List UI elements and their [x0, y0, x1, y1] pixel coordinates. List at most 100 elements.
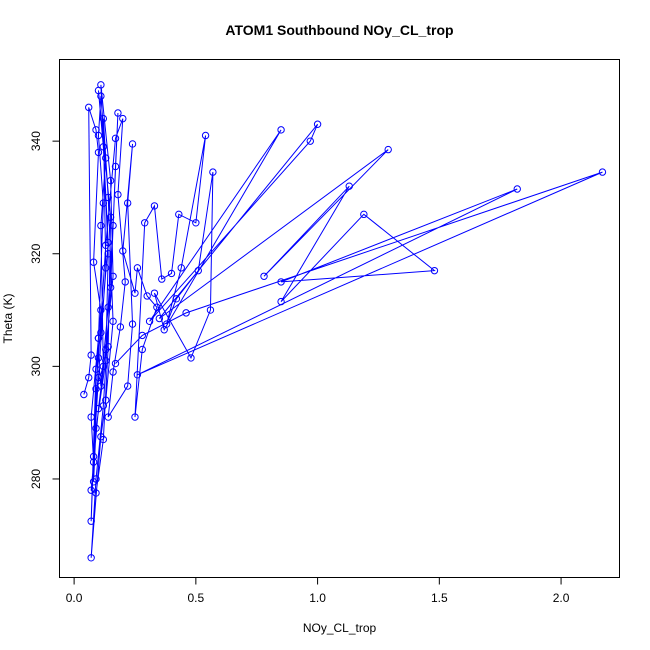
data-point-34	[99, 143, 108, 151]
data-point-61	[121, 278, 129, 286]
data-point-1	[85, 373, 93, 382]
x-axis: 0.0 0.5 1.0 1.5 2.0	[66, 577, 570, 605]
data-point-57	[102, 241, 110, 250]
data-point-41	[102, 264, 110, 272]
data-point-64	[104, 413, 112, 421]
data-point-38	[87, 517, 95, 525]
data-point-69	[119, 247, 127, 255]
data-point-6	[89, 258, 98, 266]
data-point-39	[89, 452, 98, 461]
data-point-62	[116, 323, 125, 331]
data-point-44	[109, 317, 117, 326]
y-tick-label: 340	[29, 131, 43, 151]
x-tick-label: 2.0	[553, 591, 570, 605]
data-point-60	[114, 190, 122, 199]
data-point-20	[92, 424, 100, 432]
data-point-99	[345, 182, 353, 190]
data-point-95	[313, 120, 322, 128]
data-point-32	[106, 213, 115, 221]
x-axis-label: NOy_CL_trop	[303, 621, 377, 635]
data-point-82	[201, 131, 210, 140]
data-point-58	[111, 134, 120, 143]
data-point-108	[138, 331, 146, 340]
data-point-83	[177, 264, 185, 272]
data-point-52	[114, 109, 122, 117]
data-point-50	[106, 283, 115, 292]
data-point-29	[92, 489, 100, 497]
data-point-97	[384, 145, 392, 154]
data-point-21	[102, 357, 110, 365]
data-point-86	[194, 266, 202, 275]
data-point-74	[138, 345, 146, 354]
data-point-76	[141, 219, 149, 227]
data-point-24	[106, 176, 115, 185]
y-axis-label: Theta (K)	[1, 293, 15, 343]
data-point-68	[128, 140, 137, 148]
data-point-66	[128, 320, 137, 328]
data-point-93	[145, 317, 154, 326]
x-tick-label: 1.0	[309, 591, 326, 605]
data-point-51	[111, 162, 120, 171]
data-point-103	[277, 278, 285, 286]
data-point-42	[99, 114, 108, 123]
data-point-89	[187, 354, 195, 362]
data-point-46	[97, 433, 105, 441]
data-point-104	[513, 185, 521, 193]
data-point-81	[192, 219, 200, 227]
chart-title: ATOM1 Southbound NOy_CL_trop	[225, 22, 453, 38]
data-point-17	[99, 199, 108, 207]
data-point-3	[85, 103, 93, 112]
data-point-101	[360, 210, 368, 219]
data-point-5	[94, 148, 103, 157]
data-point-33	[94, 86, 103, 95]
data-point-49	[99, 402, 108, 410]
y-axis: 280 300 320 340	[29, 131, 60, 489]
data-point-2	[87, 351, 95, 359]
data-point-106	[598, 168, 607, 176]
data-point-96	[155, 314, 164, 323]
data-point-7	[97, 306, 105, 314]
data-point-43	[104, 193, 112, 202]
data-point-37	[92, 365, 100, 373]
data-point-56	[94, 354, 103, 362]
data-point-73	[153, 303, 161, 311]
data-point-91	[160, 326, 168, 334]
y-tick-label: 280	[29, 469, 43, 489]
data-point-25	[109, 272, 117, 280]
data-point-65	[123, 382, 132, 390]
data-point-78	[158, 275, 166, 283]
data-point-80	[175, 210, 183, 219]
data-point-9	[87, 413, 95, 421]
data-point-47	[87, 554, 95, 562]
data-point-36	[97, 328, 105, 337]
series-layer	[80, 81, 607, 562]
data-point-98	[260, 272, 268, 280]
data-point-22	[104, 250, 112, 258]
data-point-87	[209, 168, 217, 176]
x-tick-label: 0.5	[188, 591, 205, 605]
data-point-31	[104, 342, 112, 351]
x-tick-label: 1.5	[431, 591, 448, 605]
data-point-88	[206, 306, 215, 314]
data-point-16	[94, 131, 103, 140]
data-point-100	[277, 297, 285, 306]
data-point-53	[109, 221, 117, 230]
data-point-109	[111, 359, 120, 368]
data-point-48	[92, 475, 100, 483]
data-point-79	[167, 269, 176, 278]
data-point-55	[97, 382, 105, 390]
data-point-92	[277, 126, 285, 134]
data-point-107	[182, 309, 190, 317]
data-point-71	[133, 264, 142, 272]
data-point-90	[150, 289, 159, 297]
y-tick-label: 320	[29, 243, 43, 263]
data-point-63	[109, 368, 117, 376]
data-point-102	[430, 266, 439, 275]
data-point-67	[123, 199, 132, 207]
data-point-54	[104, 303, 112, 311]
data-point-85	[172, 295, 181, 303]
data-point-94	[306, 137, 314, 145]
data-point-40	[94, 373, 103, 382]
data-point-13	[97, 221, 105, 230]
